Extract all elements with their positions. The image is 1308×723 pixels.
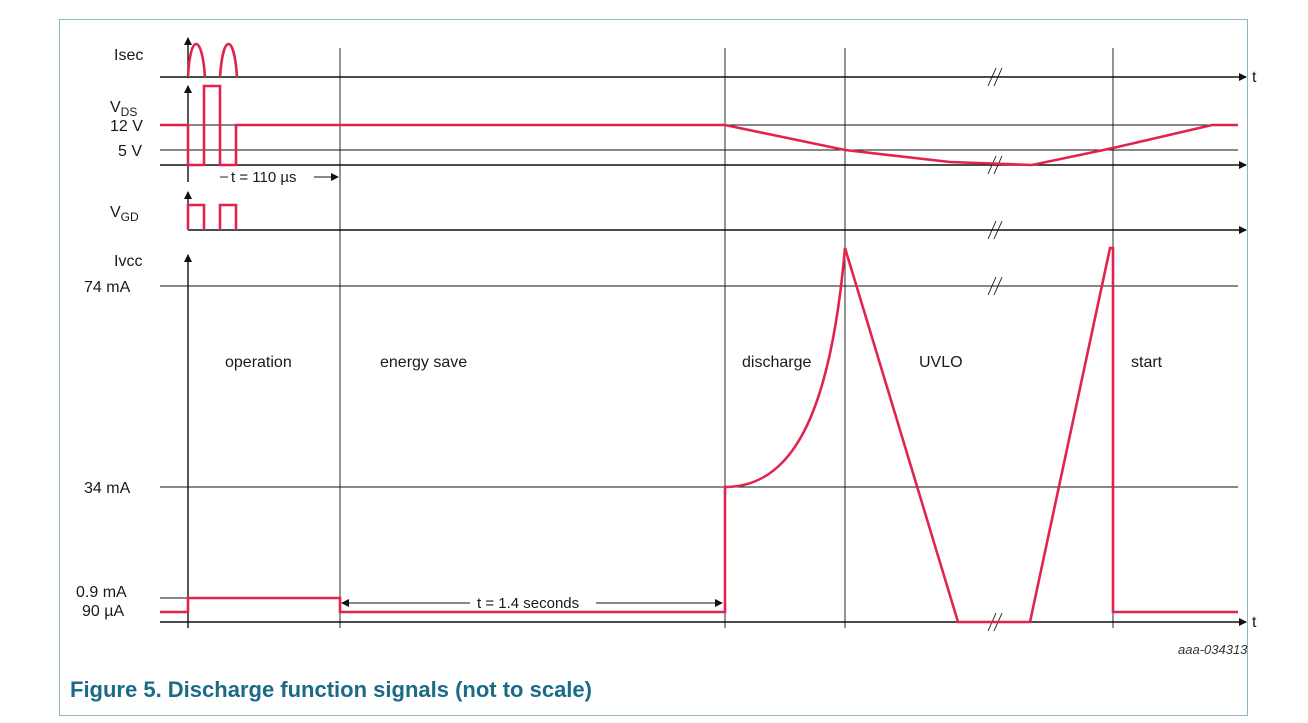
level-90ua: 90 µA	[82, 603, 124, 620]
vgd-label: VGD	[110, 204, 139, 224]
isec-waveform	[186, 42, 239, 78]
level-5v: 5 V	[118, 143, 142, 160]
isec-label: Isec	[114, 47, 143, 64]
region-start: start	[1131, 354, 1163, 371]
figure-caption: Figure 5. Discharge function signals (no…	[70, 677, 592, 702]
level-0-9ma: 0.9 mA	[76, 584, 127, 601]
interval-110us-label: t = 110 µs	[231, 169, 297, 186]
figure-frame	[59, 19, 1248, 716]
vgd-waveform	[186, 203, 238, 230]
time-axis-label-bottom: t	[1252, 614, 1257, 631]
ivcc-label: Ivcc	[114, 253, 142, 270]
time-axis-label-top: t	[1252, 69, 1257, 86]
region-discharge: discharge	[742, 354, 811, 371]
ivcc-waveform	[160, 246, 1238, 624]
interval-arrows	[220, 173, 723, 607]
phase-boundaries	[339, 48, 1114, 628]
vds-label: VDS	[110, 99, 137, 119]
level-lines	[160, 73, 1247, 626]
level-74ma: 74 mA	[84, 279, 131, 296]
figure-code: aaa-034313	[1178, 642, 1248, 657]
level-34ma: 34 mA	[84, 480, 131, 497]
region-uvlo: UVLO	[919, 354, 963, 371]
region-energy-save: energy save	[380, 354, 467, 371]
region-operation: operation	[225, 354, 292, 371]
level-12v: 12 V	[110, 118, 143, 135]
axis-break-marks	[987, 67, 1003, 632]
vds-waveform	[160, 84, 1238, 167]
interval-1-4s-label: t = 1.4 seconds	[477, 595, 579, 612]
